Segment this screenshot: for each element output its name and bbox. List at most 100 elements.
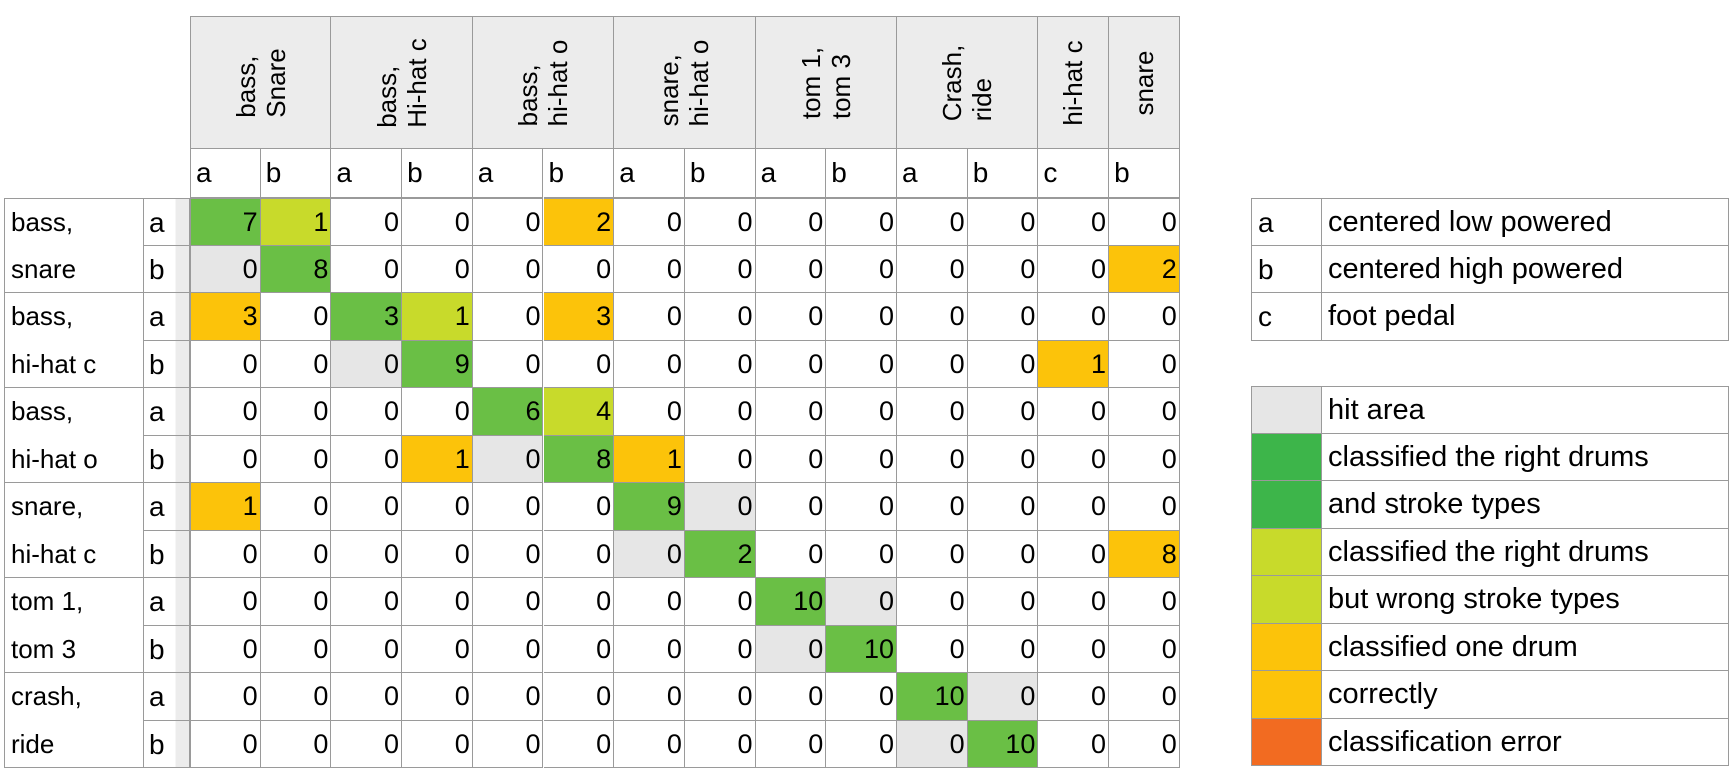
row-sub-label: b	[144, 625, 190, 673]
matrix-cell: 0	[897, 530, 968, 578]
column-group-header: bass, Hi-hat c	[331, 16, 473, 149]
matrix-cell: 0	[1038, 625, 1110, 673]
matrix-cell: 0	[260, 435, 332, 483]
matrix-cell: 0	[967, 245, 1039, 293]
matrix-cell: 0	[190, 340, 261, 388]
matrix-cell: 0	[472, 293, 544, 341]
matrix-cell: 3	[190, 293, 261, 341]
matrix-cell: 0	[260, 578, 332, 626]
column-sub-header: b	[402, 149, 473, 198]
row-sub-label: a	[144, 483, 190, 531]
row-label: snare,	[4, 483, 144, 531]
legend-color-row: classified one drum	[1251, 623, 1729, 671]
column-group-header: tom 1, tom 3	[755, 16, 897, 149]
matrix-cell: 0	[543, 483, 615, 531]
matrix-cell: 0	[1109, 388, 1180, 436]
matrix-cell: 0	[1038, 673, 1110, 721]
legend-key-text: centered low powered	[1328, 206, 1612, 238]
matrix-cell: 0	[543, 530, 615, 578]
legend-key: b	[1252, 245, 1322, 292]
matrix-cell: 10	[967, 720, 1039, 768]
legend-swatch	[1252, 481, 1322, 528]
matrix-cell: 0	[897, 198, 968, 246]
matrix-cell: 0	[1109, 340, 1180, 388]
legend-color-text: correctly	[1328, 678, 1438, 710]
matrix-cell: 7	[190, 198, 261, 246]
column-group-header: bass, Snare	[190, 16, 332, 149]
matrix-cell: 1	[614, 435, 685, 483]
column-sub-header: b	[826, 149, 897, 198]
matrix-cell: 0	[826, 435, 897, 483]
matrix-cell: 0	[826, 530, 897, 578]
matrix-cell: 0	[897, 340, 968, 388]
matrix-cell: 0	[402, 483, 473, 531]
matrix-cell: 0	[755, 340, 827, 388]
column-sub-header: b	[967, 149, 1039, 198]
matrix-cell: 0	[897, 578, 968, 626]
matrix-cell: 0	[543, 578, 615, 626]
matrix-cell: 0	[967, 625, 1039, 673]
row-sub-label: a	[144, 578, 190, 626]
matrix-cell: 3	[543, 293, 615, 341]
matrix-cell: 0	[897, 293, 968, 341]
matrix-cell: 0	[1109, 673, 1180, 721]
legend-color-text: classification error	[1328, 725, 1562, 758]
matrix-cell: 0	[967, 578, 1039, 626]
matrix-cell: 1	[402, 293, 473, 341]
matrix-cell: 0	[967, 530, 1039, 578]
row-label: snare	[4, 245, 144, 293]
matrix-cell: 0	[897, 388, 968, 436]
matrix-cell: 0	[472, 578, 544, 626]
row-sub-label: b	[144, 340, 190, 388]
column-sub-header: a	[472, 149, 544, 198]
matrix-cell: 0	[755, 293, 827, 341]
matrix-cell: 0	[826, 293, 897, 341]
row-sub-label: a	[144, 673, 190, 721]
row-label: tom 3	[4, 625, 144, 673]
matrix-cell: 0	[897, 625, 968, 673]
matrix-cell: 0	[331, 673, 403, 721]
legend-color-row: correctly	[1251, 671, 1729, 719]
matrix-cell: 0	[1038, 720, 1110, 768]
matrix-cell: 0	[1109, 625, 1180, 673]
matrix-cell: 0	[543, 673, 615, 721]
legend-color-row: classification error	[1251, 718, 1729, 766]
matrix-cell: 0	[684, 720, 756, 768]
column-sub-header: b	[1109, 149, 1180, 198]
matrix-cell: 1	[260, 198, 332, 246]
matrix-cell: 0	[331, 340, 403, 388]
matrix-cell: 0	[190, 388, 261, 436]
row-label: ride	[4, 720, 144, 768]
matrix-cell: 10	[897, 673, 968, 721]
row-label: hi-hat o	[4, 435, 144, 483]
matrix-cell: 0	[1109, 578, 1180, 626]
legend-color-text: classified the right drums	[1328, 440, 1649, 473]
matrix-cell: 0	[472, 198, 544, 246]
matrix-cell: 0	[967, 435, 1039, 483]
legend-color-text: but wrong stroke types	[1328, 583, 1620, 615]
matrix-cell: 0	[190, 673, 261, 721]
legend-color-text: hit area	[1328, 394, 1425, 426]
matrix-cell: 1	[1038, 340, 1110, 388]
matrix-cell: 0	[614, 720, 685, 768]
matrix-cell: 8	[543, 435, 615, 483]
legend-key-text: centered high powered	[1328, 252, 1624, 285]
matrix-cell: 0	[755, 198, 827, 246]
column-sub-header: b	[684, 149, 756, 198]
matrix-cell: 0	[402, 530, 473, 578]
matrix-cell: 0	[826, 198, 897, 246]
matrix-cell: 0	[967, 340, 1039, 388]
row-label: bass,	[4, 198, 144, 246]
matrix-cell: 0	[472, 673, 544, 721]
row-label: bass,	[4, 388, 144, 436]
matrix-cell: 0	[967, 673, 1039, 721]
matrix-cell: 0	[614, 198, 685, 246]
legend-swatch	[1252, 387, 1322, 433]
legend-color-row: classified the right drums	[1251, 433, 1729, 481]
legend-swatch	[1252, 576, 1322, 623]
matrix-cell: 0	[331, 530, 403, 578]
matrix-cell: 1	[190, 483, 261, 531]
matrix-cell: 9	[402, 340, 473, 388]
column-group-label: Crash, ride	[937, 44, 998, 121]
matrix-cell: 0	[826, 673, 897, 721]
